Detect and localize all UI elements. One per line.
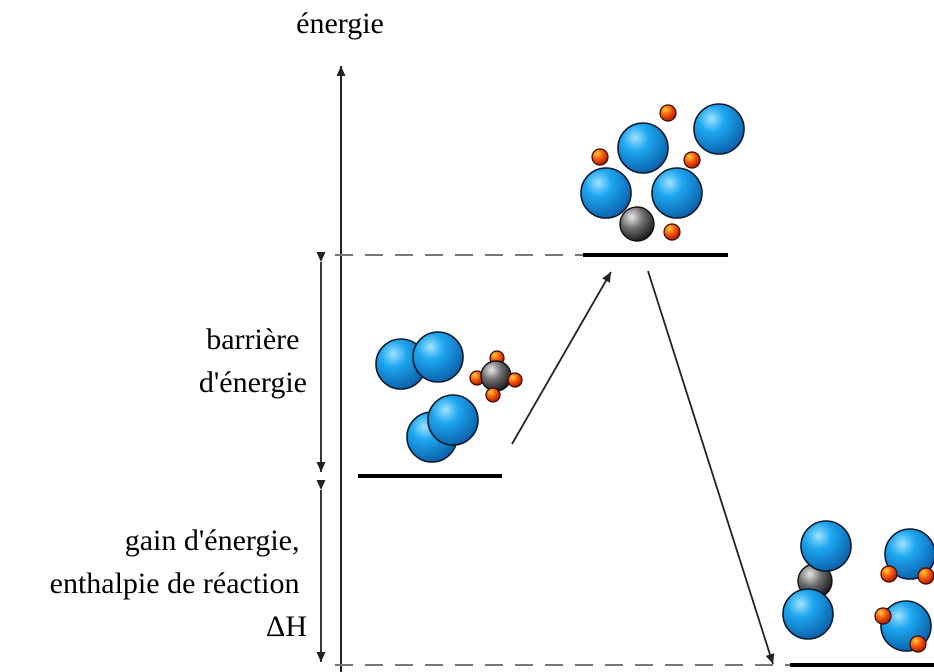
enthalpy-label-line-1: gain d'énergie,	[125, 524, 300, 557]
product-h2o-upper	[880, 528, 934, 585]
reactant-o2-lower	[406, 394, 479, 463]
enthalpy-label-line-2: enthalpie de réaction	[50, 567, 300, 600]
reactant-ch4	[469, 350, 523, 403]
reactant-o2-upper	[375, 331, 464, 390]
path-arrow-down	[647, 270, 775, 665]
energy-axis-label: énergie	[296, 7, 384, 40]
enthalpy-label-line-3: ΔH	[266, 610, 307, 643]
product-molecules	[782, 520, 934, 653]
path-arrow-up	[511, 271, 612, 445]
product-co2	[782, 520, 852, 640]
enthalpy-label: gain d'énergie, enthalpie de réaction ΔH	[50, 524, 307, 643]
transition-state-cluster	[580, 103, 745, 242]
barrier-label: barrière d'énergie	[199, 323, 307, 399]
product-h2o-lower	[874, 600, 932, 653]
barrier-label-line-2: d'énergie	[199, 366, 307, 399]
barrier-label-line-1: barrière	[206, 323, 299, 356]
reactant-molecules	[375, 331, 523, 463]
